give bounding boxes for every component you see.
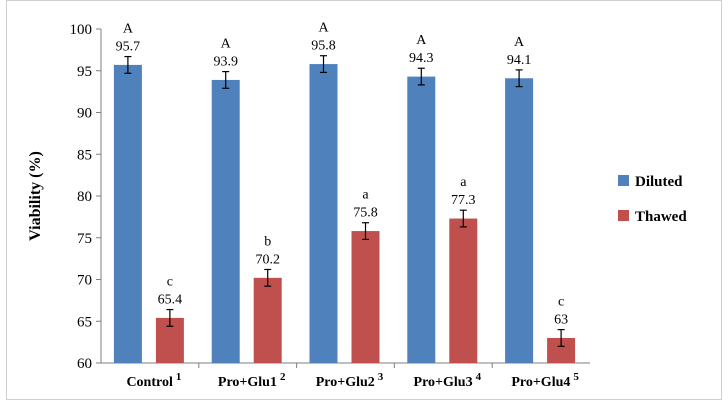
bar-diluted — [211, 79, 240, 363]
bar-thawed — [351, 231, 380, 363]
category-superscript: 5 — [573, 371, 579, 383]
significance-letter: A — [221, 37, 232, 52]
data-label: 95.8 — [311, 39, 336, 54]
data-label: 93.9 — [213, 55, 238, 70]
significance-letter: c — [167, 275, 173, 290]
chart-frame — [6, 0, 722, 400]
x-tick-label: Pro+Glu4 5 — [511, 371, 579, 390]
x-tick-label: Control 1 — [126, 371, 181, 390]
significance-letter: A — [416, 33, 427, 48]
legend-swatch-diluted — [618, 175, 629, 186]
legend-swatch-thawed — [618, 210, 629, 221]
category-superscript: 3 — [378, 371, 384, 383]
data-label: 77.3 — [451, 193, 476, 208]
data-label: 70.2 — [255, 252, 280, 267]
legend-label-diluted: Diluted — [635, 174, 683, 190]
data-label: 63 — [554, 313, 568, 328]
bar-diluted — [309, 64, 338, 363]
y-tick-label: 70 — [77, 273, 92, 289]
data-label: 75.8 — [353, 206, 378, 221]
x-tick-label: Pro+Glu3 4 — [414, 371, 482, 390]
significance-letter: a — [362, 188, 369, 203]
y-tick-label: 90 — [77, 106, 92, 122]
bar-thawed — [449, 218, 478, 363]
y-axis-label: Viability (%) — [27, 151, 44, 241]
bar-diluted — [505, 78, 534, 363]
significance-letter: c — [558, 295, 564, 310]
y-tick-label: 95 — [77, 64, 92, 80]
category-name: Pro+Glu2 — [316, 375, 375, 390]
bar-thawed — [253, 277, 282, 363]
significance-letter: A — [123, 22, 134, 37]
category-name: Control — [126, 375, 173, 390]
data-label: 94.3 — [409, 51, 434, 66]
bar-diluted — [407, 76, 436, 363]
significance-letter: A — [318, 21, 329, 36]
y-tick-label: 65 — [77, 314, 92, 330]
x-tick-label: Pro+Glu2 3 — [316, 371, 384, 390]
significance-letter: b — [264, 234, 271, 249]
category-superscript: 2 — [280, 371, 286, 383]
significance-letter: A — [514, 35, 525, 50]
y-tick-label: 60 — [77, 356, 92, 372]
y-tick-label: 100 — [70, 22, 93, 38]
data-label: 65.4 — [158, 293, 183, 308]
y-tick-label: 85 — [77, 147, 92, 163]
category-name: Pro+Glu1 — [218, 375, 277, 390]
category-superscript: 4 — [476, 371, 482, 383]
category-superscript: 1 — [176, 371, 182, 383]
data-label: 95.7 — [116, 40, 141, 55]
bar-diluted — [113, 64, 142, 363]
category-name: Pro+Glu3 — [414, 375, 473, 390]
y-tick-label: 75 — [77, 231, 92, 247]
y-tick-label: 80 — [77, 189, 92, 205]
category-name: Pro+Glu4 — [511, 375, 570, 390]
legend-label-thawed: Thawed — [635, 209, 687, 225]
data-label: 94.1 — [507, 53, 532, 68]
x-tick-label: Pro+Glu1 2 — [218, 371, 286, 390]
significance-letter: a — [460, 175, 467, 190]
